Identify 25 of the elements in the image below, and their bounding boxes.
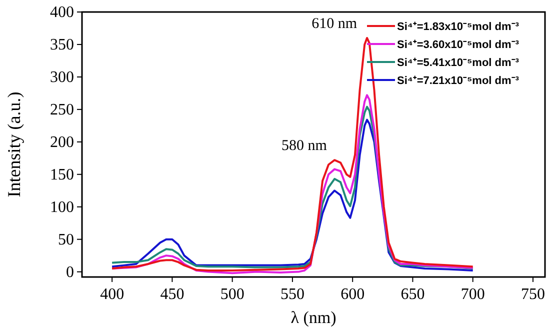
- y-axis-title: Intensity (a.u.): [4, 92, 24, 198]
- x-tick-label: 650: [400, 286, 425, 303]
- x-axis-title: λ (nm): [290, 308, 336, 327]
- x-tick-label: 700: [460, 286, 485, 303]
- y-tick-label: 400: [50, 4, 74, 21]
- x-tick-label: 550: [280, 286, 304, 303]
- x-tick-label: 450: [160, 286, 184, 303]
- x-tick-label: 750: [520, 286, 545, 303]
- y-tick-label: 250: [50, 101, 74, 118]
- y-tick-label: 50: [58, 231, 74, 248]
- x-tick-label: 400: [100, 286, 124, 303]
- annotation: 610 nm: [312, 16, 358, 32]
- y-tick-label: 0: [66, 264, 74, 281]
- legend-label: Si⁴⁺=5.41x10⁻⁵mol dm⁻³: [397, 57, 520, 69]
- y-tick-label: 150: [50, 166, 74, 184]
- x-tick-label: 600: [340, 286, 365, 303]
- legend-label: Si⁴⁺=3.60x10⁻⁵mol dm⁻³: [397, 39, 520, 51]
- legend-label: Si⁴⁺=7.21x10⁻⁵mol dm⁻³: [397, 75, 520, 87]
- legend-label: Si⁴⁺=1.83x10⁻⁵mol dm⁻³: [397, 21, 520, 33]
- y-tick-label: 100: [50, 198, 74, 216]
- y-tick-label: 300: [50, 68, 74, 86]
- y-tick-label: 350: [50, 36, 74, 54]
- x-tick-label: 500: [220, 286, 244, 303]
- y-tick-label: 200: [50, 134, 74, 151]
- annotation: 580 nm: [282, 138, 328, 154]
